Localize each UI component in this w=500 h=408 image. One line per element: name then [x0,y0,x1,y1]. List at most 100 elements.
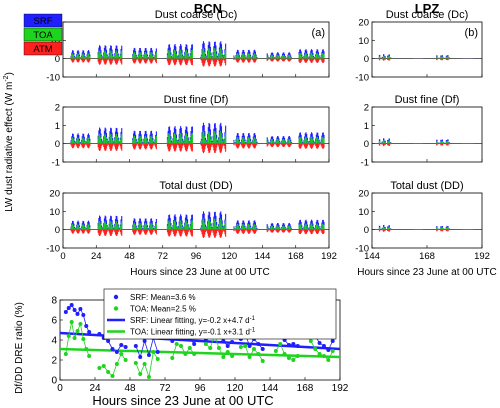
bar-toa [271,54,273,59]
bar-toa [253,53,255,59]
bar-atm [76,58,78,63]
bar-toa [191,220,193,230]
bar-atm [150,58,153,64]
bar-atm [323,143,325,148]
bar-atm [136,229,138,231]
bar-toa [234,228,236,230]
bar-toa [248,137,250,144]
bar-toa [319,142,322,144]
bar-toa [205,226,207,230]
bar-toa [189,226,191,230]
bar-atm [201,143,203,149]
bar-toa [214,131,216,144]
bar-toa [281,57,283,59]
bar-toa [214,218,216,230]
bar-toa [74,58,76,59]
bar-toa [210,139,212,144]
bar-atm [298,143,300,148]
bar-atm [251,143,253,145]
bar-atm [108,229,110,233]
bar-atm [304,143,306,147]
bar-atm [85,58,87,60]
bar-toa [243,54,245,59]
bar-toa [114,55,116,59]
bar-atm [77,58,79,63]
bar-atm [148,229,150,231]
bar-atm [284,143,286,146]
bar-atm [287,143,289,146]
bar-atm [209,229,211,236]
bar-atm [146,143,148,147]
xtick-label: 72 [159,383,171,394]
bar-toa [225,132,227,144]
bar-atm [256,143,258,145]
bar-toa [200,226,202,230]
bar-toa [146,55,148,59]
bar-toa [378,140,381,144]
legend-label: TOA: Linear fitting, y=-0.1 x+3.1 d-1 [130,328,256,337]
bar-toa [252,56,254,59]
bar-atm [116,229,118,236]
bar-toa [304,224,306,230]
bar-atm [191,58,193,65]
bar-atm [301,143,303,146]
bar-atm [299,58,301,63]
bar-atm [283,143,286,147]
bar-atm [190,229,192,235]
bar-atm [142,58,144,60]
bar-atm [252,229,254,232]
bar-toa [290,56,292,59]
xtick-label: 192 [474,251,490,262]
bar-toa [144,137,146,144]
bar-atm [238,58,240,62]
bar-toa [154,227,156,230]
bar-toa [320,141,322,144]
bar-toa [190,135,192,144]
bar-toa [221,53,223,59]
bar-atm [285,143,287,145]
bar-atm [283,229,285,233]
bar-toa [155,54,157,59]
legend-swatch [23,41,63,56]
bar-toa [72,224,74,230]
bar-atm [322,143,324,149]
bar-atm [101,229,103,232]
bar-toa [72,224,74,230]
bar-toa [211,141,214,144]
bar-toa [437,229,439,230]
bar-toa [289,226,291,230]
bar-atm [215,58,217,65]
bar-atm [87,143,89,148]
bar-atm [75,229,77,231]
bar-atm [223,229,225,232]
left-xaxis-label: Hours since 23 June at 00 UTC [130,267,270,278]
bar-atm [89,143,91,146]
bar-toa [171,228,173,230]
bar-atm [175,229,177,236]
bar-atm [448,229,450,231]
bar-toa [233,56,235,59]
bar-toa [278,226,280,230]
bar-toa [268,142,270,144]
bar-atm [72,229,74,234]
bar-toa [301,226,303,230]
bar-atm [119,143,121,145]
bar-toa [207,224,209,230]
bar-atm [310,229,312,234]
bar-toa [238,138,240,144]
bar-atm [314,229,316,231]
bar-toa [150,222,153,230]
bar-atm [116,143,118,151]
xtick-label: 72 [157,251,168,262]
bar-atm [283,58,285,62]
scatter-point [295,354,300,358]
bar-atm [78,58,80,62]
bar-toa [109,135,111,144]
bar-atm [250,229,252,231]
bar-atm [167,229,169,235]
column-title-lpz: LPZ [415,1,440,16]
bar-toa [438,58,441,59]
bar-toa [76,138,78,144]
